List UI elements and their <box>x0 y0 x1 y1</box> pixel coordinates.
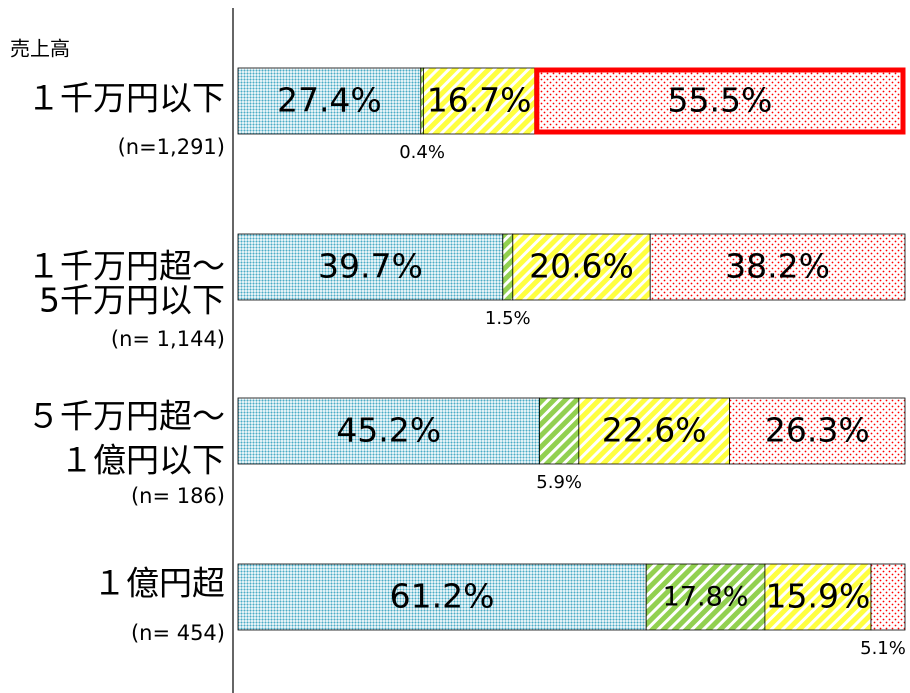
bar-segment <box>420 67 424 135</box>
value-label: 20.6% <box>529 247 634 286</box>
category-label: １億円超 <box>93 564 225 603</box>
category-label: １千万円超～ <box>27 247 225 286</box>
value-label: 27.4% <box>277 81 382 120</box>
bar-segment <box>237 563 647 631</box>
value-label: 16.7% <box>427 81 532 120</box>
category-label: １億円以下 <box>60 441 225 480</box>
bar-segment <box>512 233 651 301</box>
sample-size: (n=1,291) <box>118 135 225 159</box>
category-label: 5千万円以下 <box>39 281 225 320</box>
bar-segment <box>870 563 906 631</box>
bar-segment <box>649 233 906 301</box>
value-label: 61.2% <box>390 577 495 616</box>
value-label: 26.3% <box>765 411 870 450</box>
sample-size: (n= 186) <box>131 484 225 508</box>
sample-size: (n= 1,144) <box>111 327 225 351</box>
bar-segment <box>237 233 504 301</box>
bar-segment <box>645 563 766 631</box>
value-label: 1.5% <box>485 308 531 329</box>
value-label: 55.5% <box>667 81 772 120</box>
value-label: 45.2% <box>336 411 441 450</box>
bar-segment <box>237 67 422 135</box>
bar-segment <box>729 397 906 465</box>
sample-size: (n= 454) <box>131 621 225 645</box>
category-label: １千万円以下 <box>27 79 225 118</box>
highlight-box <box>534 67 906 135</box>
value-label: 15.9% <box>766 577 871 616</box>
category-label: ５千万円超～ <box>27 397 225 436</box>
bar-segment <box>237 397 540 465</box>
value-label: 5.9% <box>536 472 582 493</box>
axis-title: 売上高 <box>10 37 70 61</box>
bar-segment <box>539 397 580 465</box>
value-label: 17.8% <box>663 582 749 613</box>
value-label: 39.7% <box>318 247 423 286</box>
value-label: 0.4% <box>399 142 445 163</box>
value-label: 38.2% <box>725 247 830 286</box>
bar-segment <box>423 67 536 135</box>
value-label: 5.1% <box>860 638 906 659</box>
value-label: 22.6% <box>602 411 707 450</box>
bar-segment <box>764 563 872 631</box>
bar-segment <box>502 233 514 301</box>
